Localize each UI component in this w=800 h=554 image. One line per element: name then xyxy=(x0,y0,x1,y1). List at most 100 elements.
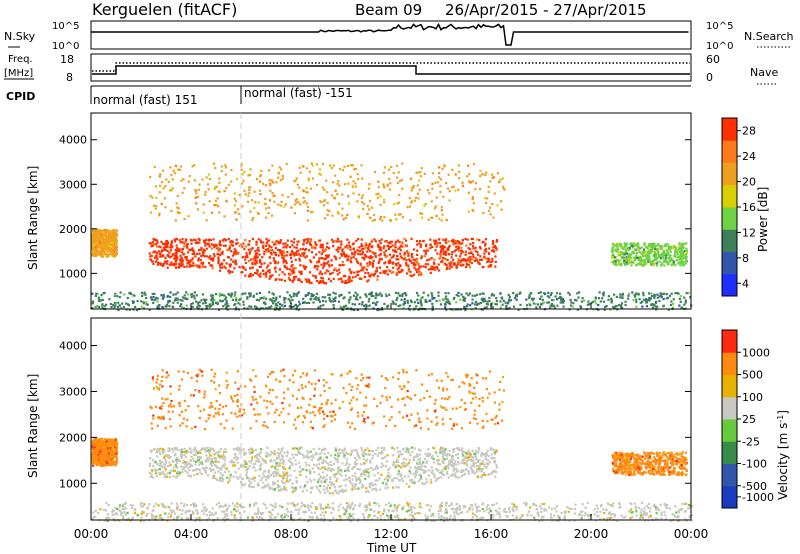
velocity-cell-0 xyxy=(270,487,273,490)
power-cell-1 xyxy=(408,205,412,208)
velocity-cell-0 xyxy=(200,460,204,463)
power-cell-3 xyxy=(286,291,289,294)
power-cell-0 xyxy=(293,254,296,257)
power-cell-1 xyxy=(331,214,334,217)
power-cell-1 xyxy=(452,185,455,188)
power-cell-2 xyxy=(93,252,96,256)
nave-tick-bottom: 0 xyxy=(706,71,713,84)
power-cell-3 xyxy=(272,296,275,300)
velocity-cell-0 xyxy=(466,452,469,455)
power-cell-0 xyxy=(352,242,355,245)
power-cell-4 xyxy=(620,251,623,255)
power-cell-1 xyxy=(302,190,305,193)
power-cell-1 xyxy=(241,173,245,176)
power-cell-3 xyxy=(614,305,617,308)
power-cell-0 xyxy=(198,241,201,244)
power-cell-0 xyxy=(353,271,356,274)
power-cell-0 xyxy=(431,265,434,268)
power-cell-0 xyxy=(472,247,475,250)
power-cell-3 xyxy=(590,301,593,304)
power-cell-0 xyxy=(482,265,485,269)
velocity-cell-0 xyxy=(252,477,255,480)
velocity-cell-0 xyxy=(358,457,361,460)
power-cell-3 xyxy=(359,296,362,299)
power-cell-1 xyxy=(442,195,445,198)
power-cell-3 xyxy=(377,293,380,296)
power-cell-2 xyxy=(101,250,104,254)
power-cell-0 xyxy=(371,264,374,267)
power-cell-1 xyxy=(469,181,472,184)
power-cell-1 xyxy=(302,196,305,199)
velocity-cell-0 xyxy=(337,492,340,495)
velocity-cell-0 xyxy=(256,482,260,485)
power-cell-2 xyxy=(107,231,110,234)
power-cell-0 xyxy=(340,240,343,243)
power-cell-1 xyxy=(502,185,505,188)
power-cell-3 xyxy=(572,302,575,305)
power-cell-1 xyxy=(451,186,454,189)
power-cell-1 xyxy=(372,213,376,217)
power-cell-3 xyxy=(101,298,104,302)
power-cell-3 xyxy=(621,296,624,299)
velocity-cell-0 xyxy=(322,477,325,480)
power-cell-0 xyxy=(228,271,231,275)
velocity-cell-0 xyxy=(385,481,388,484)
velocity-cell-0 xyxy=(183,450,186,454)
velocity-cell-0 xyxy=(483,471,486,474)
power-cell-0 xyxy=(259,272,262,275)
velocity-cell-0 xyxy=(413,447,416,450)
power-cell-0 xyxy=(403,258,406,261)
power-cell-3 xyxy=(621,294,624,297)
power-cell-0 xyxy=(444,263,448,266)
velocity-cell-0 xyxy=(346,458,349,461)
power-cell-0 xyxy=(212,238,215,241)
power-cell-1 xyxy=(386,183,389,186)
power-cell-1 xyxy=(154,185,158,188)
velocity-cell-0 xyxy=(459,449,462,452)
power-cell-0 xyxy=(304,266,307,269)
power-cell-0 xyxy=(399,249,402,252)
power-cell-3 xyxy=(259,307,263,310)
power-cell-0 xyxy=(268,256,271,259)
power-cell-0 xyxy=(212,243,215,247)
power-cell-3 xyxy=(284,297,287,300)
power-cell-2 xyxy=(114,238,117,241)
velocity-cell-0 xyxy=(319,491,322,494)
power-cell-0 xyxy=(264,271,268,274)
velocity-cell-0 xyxy=(459,471,463,474)
velocity-cell-0 xyxy=(176,448,179,451)
power-cell-0 xyxy=(169,246,172,249)
power-cell-3 xyxy=(294,293,297,296)
power-cell-0 xyxy=(251,274,255,277)
power-cell-4 xyxy=(639,259,642,262)
power-cell-0 xyxy=(337,237,340,240)
power-cell-3 xyxy=(272,293,275,296)
power-cell-0 xyxy=(485,250,488,253)
power-cell-4 xyxy=(655,264,658,267)
power-cell-0 xyxy=(382,247,385,250)
power-cell-3 xyxy=(161,297,164,300)
power-cell-0 xyxy=(451,251,454,254)
power-cell-0 xyxy=(413,263,416,266)
power-cell-3 xyxy=(488,296,491,300)
velocity-cell-0 xyxy=(436,455,439,458)
power-cell-0 xyxy=(235,238,238,241)
velocity-cell-0 xyxy=(309,491,312,494)
power-cell-0 xyxy=(324,257,327,260)
power-cell-3 xyxy=(599,300,602,303)
power-cell-3 xyxy=(211,301,214,304)
power-cell-1 xyxy=(287,195,290,198)
power-cell-0 xyxy=(279,241,282,244)
power-cell-1 xyxy=(171,187,174,190)
velocity-cell-0 xyxy=(426,452,430,455)
power-cell-3 xyxy=(601,297,604,300)
velocity-cell-0 xyxy=(330,469,333,472)
velocity-cell-0 xyxy=(386,479,390,482)
power-cell-3 xyxy=(151,292,154,296)
power-cell-3 xyxy=(621,292,624,295)
power-cell-4 xyxy=(626,246,629,249)
power-cell-0 xyxy=(438,241,441,245)
power-cell-4 xyxy=(635,243,638,246)
power-cell-4 xyxy=(618,243,621,246)
power-cell-0 xyxy=(388,253,392,256)
